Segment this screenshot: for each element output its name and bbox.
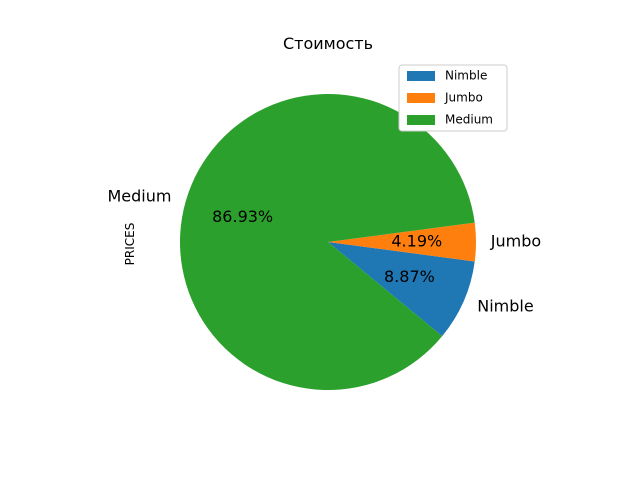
pie-slice-jumbo bbox=[328, 222, 476, 262]
legend-label-nimble: Nimble bbox=[445, 69, 487, 83]
legend: Nimble Jumbo Medium bbox=[398, 64, 508, 132]
legend-swatch-medium bbox=[407, 115, 435, 125]
slice-pct-jumbo: 4.19% bbox=[391, 232, 442, 251]
y-axis-label: PRICES bbox=[123, 223, 137, 266]
slice-label-jumbo: Jumbo bbox=[490, 232, 541, 251]
chart-title: Стоимость bbox=[283, 34, 373, 53]
slice-pct-nimble: 8.87% bbox=[384, 267, 435, 286]
legend-label-jumbo: Jumbo bbox=[444, 91, 483, 105]
legend-swatch-jumbo bbox=[407, 93, 435, 103]
slice-pct-medium: 86.93% bbox=[212, 207, 273, 226]
pie-slice-nimble bbox=[328, 242, 475, 337]
legend-frame bbox=[398, 64, 508, 132]
pie-slice-medium bbox=[179, 94, 475, 391]
pie-labels: Nimble 8.87% Jumbo 4.19% Medium 86.93% bbox=[108, 187, 542, 316]
legend-label-medium: Medium bbox=[445, 113, 493, 127]
slice-label-nimble: Nimble bbox=[477, 297, 533, 316]
pie-slices bbox=[179, 94, 476, 391]
legend-swatch-nimble bbox=[407, 71, 435, 81]
slice-label-medium: Medium bbox=[108, 187, 172, 206]
